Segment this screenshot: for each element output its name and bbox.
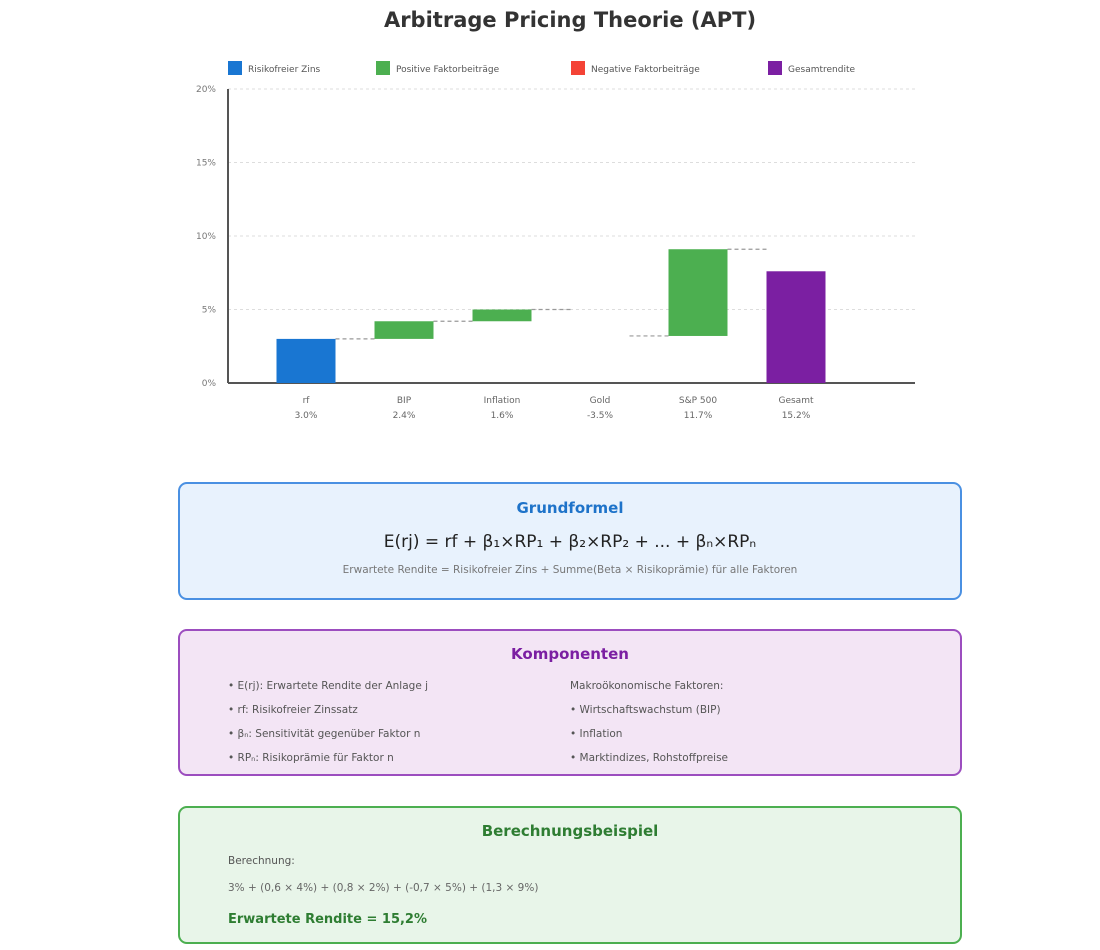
berechnung-title: Berechnungsbeispiel — [481, 822, 659, 840]
list-item: • βₙ: Sensitivität gegenüber Faktor n — [228, 728, 421, 740]
komponenten-right-list: Makroökonomische Faktoren: • Wirtschafts… — [570, 679, 728, 775]
list-item: • Marktindizes, Rohstoffpreise — [570, 752, 729, 764]
list-item: • E(rj): Erwartete Rendite der Anlage j — [228, 680, 429, 692]
legend-swatch — [376, 61, 390, 75]
formula-description: Erwartete Rendite = Risikofreier Zins + … — [342, 564, 798, 576]
komponenten-panel: Komponenten • E(rj): Erwartete Rendite d… — [178, 629, 962, 776]
grundformel-title: Grundformel — [516, 499, 624, 517]
berechnungsbeispiel-panel: Berechnungsbeispiel Berechnung: 3% + (0,… — [178, 806, 962, 944]
bar-gesamt — [766, 271, 826, 383]
komponenten-title: Komponenten — [511, 645, 629, 663]
data-label: -3.5% — [587, 411, 614, 421]
berechnung-expression: 3% + (0,6 × 4%) + (0,8 × 2%) + (-0,7 × 5… — [228, 882, 539, 894]
x-tick-label: BIP — [397, 396, 412, 406]
list-item: • Inflation — [570, 728, 623, 740]
y-tick-label: 20% — [196, 85, 216, 95]
data-label: 3.0% — [295, 411, 318, 421]
berechnung-label: Berechnung: — [228, 855, 295, 867]
legend-swatch — [228, 61, 242, 75]
y-tick-label: 5% — [202, 306, 217, 316]
data-label: 1.6% — [491, 411, 514, 421]
data-label: 15.2% — [782, 411, 811, 421]
x-tick-label: S&P 500 — [679, 396, 717, 406]
grundformel-panel: Grundformel E(rj) = rf + β₁×RP₁ + β₂×RP₂… — [178, 482, 962, 600]
bar-s-p-500 — [668, 249, 728, 336]
komponenten-left-list: • E(rj): Erwartete Rendite der Anlage j … — [228, 679, 428, 775]
x-tick-label: Inflation — [484, 396, 521, 406]
y-tick-label: 15% — [196, 159, 216, 169]
list-item: • RPₙ: Risikoprämie für Faktor n — [228, 752, 394, 764]
x-tick-label: rf — [303, 396, 311, 406]
y-tick-label: 0% — [202, 379, 217, 389]
legend-label: Gesamtrendite — [788, 65, 855, 75]
bar-bip — [374, 321, 434, 339]
bar-rf — [276, 338, 336, 383]
apt-formula: E(rj) = rf + β₁×RP₁ + β₂×RP₂ + ... + βₙ×… — [383, 532, 757, 552]
waterfall-chart: Risikofreier Zins Positive Faktorbeiträge… — [196, 61, 915, 421]
chart-title: Arbitrage Pricing Theorie (APT) — [383, 8, 757, 32]
berechnung-result: Erwartete Rendite = 15,2% — [228, 912, 427, 927]
data-label: 2.4% — [393, 411, 416, 421]
list-item: • rf: Risikofreier Zinssatz — [228, 704, 358, 716]
legend-label: Risikofreier Zins — [248, 65, 321, 75]
legend-label: Negative Faktorbeiträge — [591, 65, 700, 75]
legend-swatch — [768, 61, 782, 75]
list-item: Makroökonomische Faktoren: — [570, 680, 724, 692]
legend-swatch — [571, 61, 585, 75]
x-tick-label: Gesamt — [778, 396, 813, 406]
y-tick-label: 10% — [196, 232, 216, 242]
bar-inflation — [472, 309, 532, 322]
x-tick-label: Gold — [590, 396, 611, 406]
legend-label: Positive Faktorbeiträge — [396, 65, 500, 75]
data-label: 11.7% — [684, 411, 713, 421]
list-item: • Wirtschaftswachstum (BIP) — [570, 704, 721, 716]
